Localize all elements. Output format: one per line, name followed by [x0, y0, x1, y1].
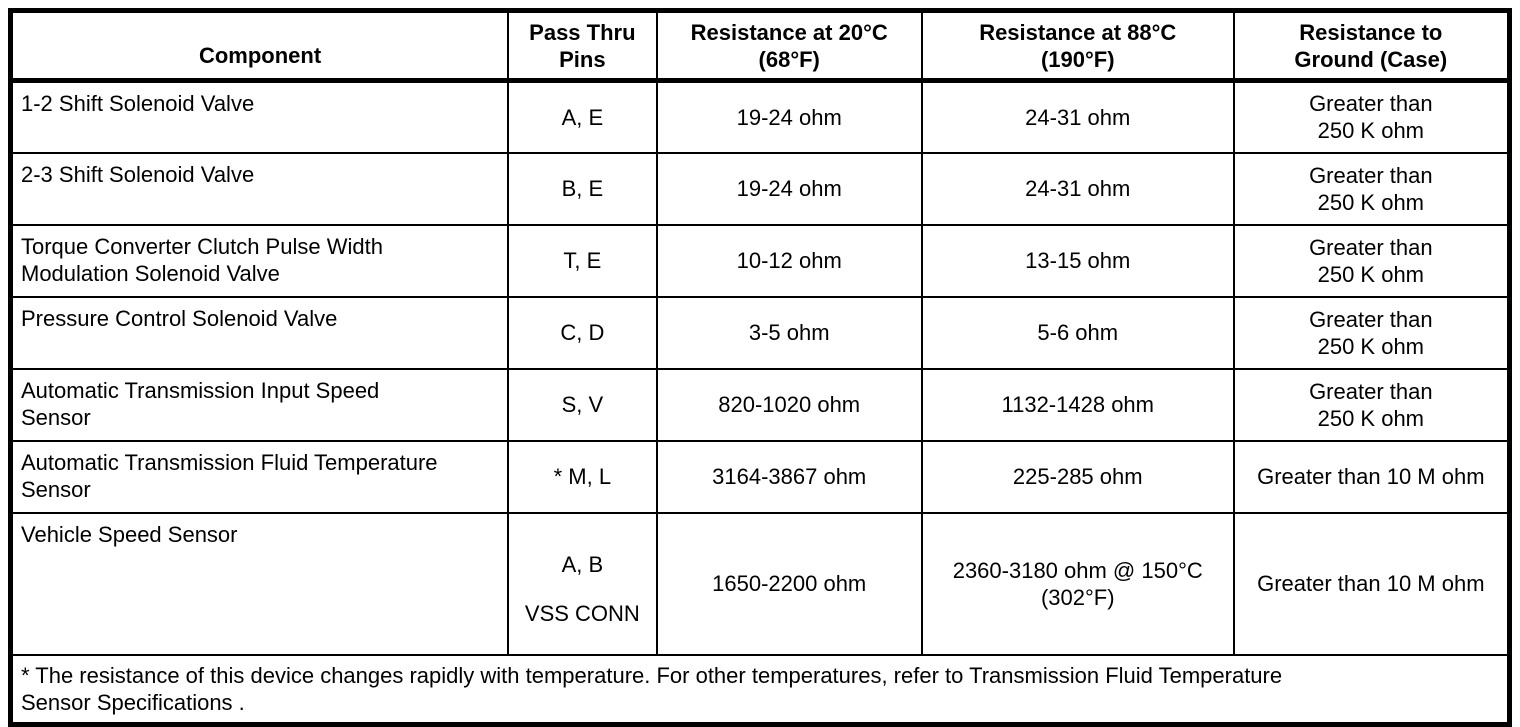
cell-pins: A, E: [507, 79, 658, 154]
table-row-fluid-temperature-sensor: Automatic Transmission Fluid Temperature…: [9, 439, 1511, 514]
column-header-component: Component: [9, 9, 510, 83]
cell-resistance-88c: 24-31 ohm: [920, 79, 1235, 154]
vss-pins-line2: VSS CONN: [524, 600, 640, 626]
table-row-vehicle-speed-sensor: Vehicle Speed Sensor A, B VSS CONN 1650-…: [9, 511, 1511, 656]
cell-resistance-88c: 24-31 ohm: [920, 151, 1235, 226]
vss-pins-stack: A, B VSS CONN: [513, 541, 651, 627]
cell-component: Vehicle Speed Sensor: [9, 511, 510, 656]
cell-pins: C, D: [507, 295, 658, 370]
cell-resistance-88c: 13-15 ohm: [920, 223, 1235, 298]
cell-resistance-88c: 1132-1428 ohm: [920, 367, 1235, 442]
table-row-tcc-pwm-solenoid: Torque Converter Clutch Pulse Width Modu…: [9, 223, 1511, 298]
cell-pins: B, E: [507, 151, 658, 226]
cell-resistance-ground: Greater than 250 K ohm: [1232, 151, 1511, 226]
vss-pins-line1: A, B: [561, 551, 604, 577]
column-header-pass-thru-pins: Pass Thru Pins: [507, 9, 658, 83]
cell-component: 2-3 Shift Solenoid Valve: [9, 151, 510, 226]
cell-resistance-20c: 10-12 ohm: [655, 223, 923, 298]
cell-component: Pressure Control Solenoid Valve: [9, 295, 510, 370]
table-row-1-2-shift-solenoid: 1-2 Shift Solenoid Valve A, E 19-24 ohm …: [9, 79, 1511, 154]
cell-resistance-20c: 820-1020 ohm: [655, 367, 923, 442]
cell-resistance-ground: Greater than 250 K ohm: [1232, 79, 1511, 154]
cell-pins: * M, L: [507, 439, 658, 514]
cell-resistance-ground: Greater than 250 K ohm: [1232, 223, 1511, 298]
page: Component Pass Thru Pins Resistance at 2…: [8, 8, 1512, 727]
cell-component: Torque Converter Clutch Pulse Width Modu…: [9, 223, 510, 298]
cell-resistance-88c: 2360-3180 ohm @ 150°C (302°F): [920, 511, 1235, 656]
table-header: Component Pass Thru Pins Resistance at 2…: [9, 9, 1511, 83]
cell-resistance-ground: Greater than 10 M ohm: [1232, 511, 1511, 656]
cell-component: 1-2 Shift Solenoid Valve: [9, 79, 510, 154]
cell-pins: S, V: [507, 367, 658, 442]
cell-resistance-ground: Greater than 250 K ohm: [1232, 295, 1511, 370]
cell-pins: A, B VSS CONN: [507, 511, 658, 656]
cell-resistance-20c: 19-24 ohm: [655, 79, 923, 154]
component-resistance-spec-table: Component Pass Thru Pins Resistance at 2…: [8, 8, 1512, 727]
table-row-input-speed-sensor: Automatic Transmission Input Speed Senso…: [9, 367, 1511, 442]
column-header-resistance-88c: Resistance at 88°C (190°F): [920, 9, 1235, 83]
table-row-pressure-control-solenoid: Pressure Control Solenoid Valve C, D 3-5…: [9, 295, 1511, 370]
cell-resistance-20c: 19-24 ohm: [655, 151, 923, 226]
cell-resistance-ground: Greater than 250 K ohm: [1232, 367, 1511, 442]
cell-pins: T, E: [507, 223, 658, 298]
cell-resistance-ground: Greater than 10 M ohm: [1232, 439, 1511, 514]
column-header-resistance-20c: Resistance at 20°C (68°F): [655, 9, 923, 83]
cell-component: Automatic Transmission Fluid Temperature…: [9, 439, 510, 514]
table-row-2-3-shift-solenoid: 2-3 Shift Solenoid Valve B, E 19-24 ohm …: [9, 151, 1511, 226]
cell-component: Automatic Transmission Input Speed Senso…: [9, 367, 510, 442]
header-row: Component Pass Thru Pins Resistance at 2…: [9, 9, 1511, 83]
cell-resistance-20c: 1650-2200 ohm: [655, 511, 923, 656]
cell-resistance-88c: 5-6 ohm: [920, 295, 1235, 370]
column-header-resistance-to-ground: Resistance to Ground (Case): [1232, 9, 1511, 83]
table-body: 1-2 Shift Solenoid Valve A, E 19-24 ohm …: [9, 79, 1511, 656]
cell-resistance-20c: 3164-3867 ohm: [655, 439, 923, 514]
cell-resistance-88c: 225-285 ohm: [920, 439, 1235, 514]
cell-resistance-20c: 3-5 ohm: [655, 295, 923, 370]
